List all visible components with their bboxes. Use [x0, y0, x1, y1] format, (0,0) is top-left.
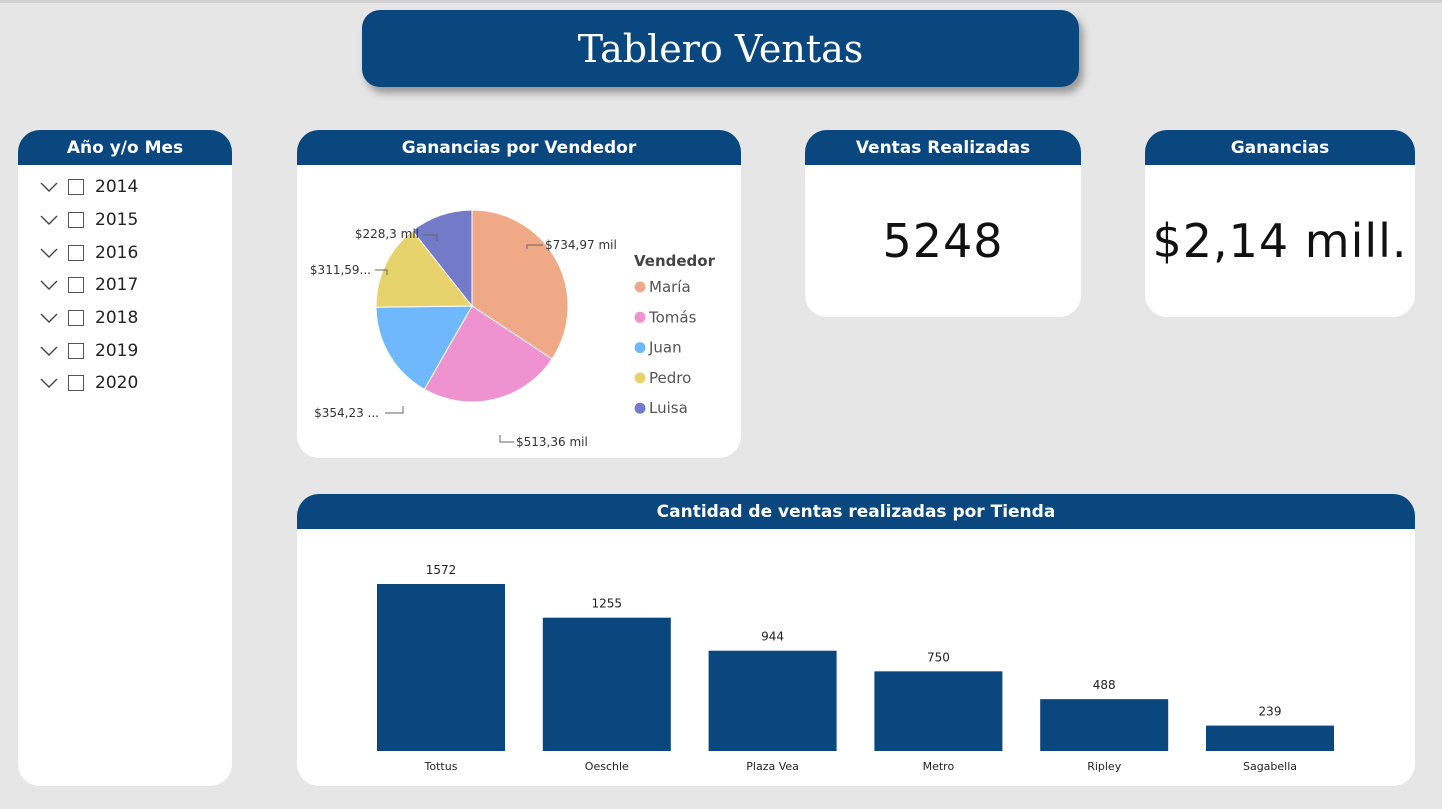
- legend-dot-maría: [634, 281, 646, 293]
- bar-category-label: Tottus: [424, 760, 458, 773]
- bar-chart-card: Cantidad de ventas realizadas por Tienda…: [297, 494, 1415, 786]
- pie-chart: $734,97 mil $513,36 mil $354,23 ... $311,59…: [310, 209, 716, 449]
- legend-item-maría[interactable]: María: [649, 278, 691, 296]
- chevron-down-icon[interactable]: [40, 311, 58, 325]
- pie-slice-tomás[interactable]: [423, 305, 553, 403]
- legend-dot-luisa: [634, 402, 646, 414]
- year-month-slicer: Año y/o Mes 2014 2015 2016 2017 2018 2019 2020: [18, 130, 232, 786]
- bar-value-label: 239: [1259, 705, 1282, 719]
- bar-chart: 1572 Tottus 1255 Oeschle 944 Plaza Vea 750 Metr…: [377, 563, 1334, 773]
- slicer-header: Año y/o Mes: [18, 130, 232, 165]
- chevron-down-icon[interactable]: [40, 344, 58, 358]
- pie-leader-line: [499, 435, 514, 443]
- kpi-sales-value: 5248: [882, 214, 1004, 268]
- bar-chart-header: Cantidad de ventas realizadas por Tienda: [297, 494, 1415, 529]
- slicer-item-label: 2014: [95, 177, 139, 198]
- pie-card: Ganancias por Vendedor $734,97 mil $513,3…: [297, 130, 741, 458]
- slicer-item-label: 2018: [95, 308, 139, 329]
- checkbox[interactable]: [68, 244, 84, 261]
- kpi-sales-card: Ventas Realizadas 5248: [805, 130, 1081, 317]
- bar-category-label: Metro: [923, 760, 955, 773]
- bar-plaza-vea[interactable]: [708, 650, 837, 751]
- legend-item-juan[interactable]: Juan: [648, 339, 682, 357]
- legend-dot-juan: [634, 342, 646, 354]
- pie-data-label: $311,59...: [310, 263, 371, 277]
- slicer-item-2017[interactable]: 2017: [18, 269, 232, 302]
- bar-category-label: Ripley: [1087, 760, 1122, 773]
- legend-dot-tomás: [634, 311, 646, 323]
- slicer-item-label: 2017: [95, 275, 139, 296]
- legend-item-tomás[interactable]: Tomás: [648, 308, 697, 326]
- bar-category-label: Oeschle: [585, 760, 629, 773]
- slicer-item-2018[interactable]: 2018: [18, 302, 232, 335]
- bar-value-label: 750: [927, 650, 950, 664]
- checkbox[interactable]: [68, 310, 84, 327]
- slicer-list: 2014 2015 2016 2017 2018 2019 2020: [18, 165, 232, 400]
- bar-value-label: 488: [1093, 678, 1116, 692]
- pie-leader-line: [423, 234, 438, 241]
- checkbox[interactable]: [68, 179, 84, 196]
- pie-leader-line: [375, 269, 388, 275]
- checkbox[interactable]: [68, 375, 84, 392]
- pie-data-label: $513,36 mil: [516, 435, 588, 449]
- legend-title: Vendedor: [634, 252, 716, 270]
- checkbox[interactable]: [68, 277, 84, 294]
- chevron-down-icon[interactable]: [40, 246, 58, 260]
- bar-value-label: 1572: [426, 563, 457, 577]
- pie-slice-pedro[interactable]: [375, 230, 474, 308]
- slicer-item-label: 2016: [95, 242, 139, 263]
- legend-item-pedro[interactable]: Pedro: [649, 369, 691, 387]
- bar-value-label: 1255: [592, 597, 623, 611]
- slicer-item-2015[interactable]: 2015: [18, 204, 232, 237]
- legend-dot-pedro: [634, 372, 646, 384]
- bar-category-label: Plaza Vea: [746, 760, 799, 773]
- bar-value-label: 944: [761, 630, 784, 644]
- chevron-down-icon[interactable]: [40, 180, 58, 194]
- bar-sagabella[interactable]: [1206, 725, 1334, 751]
- slicer-item-2014[interactable]: 2014: [18, 171, 232, 204]
- checkbox[interactable]: [68, 342, 84, 359]
- slicer-item-2016[interactable]: 2016: [18, 236, 232, 269]
- pie-data-label: $734,97 mil: [545, 238, 617, 252]
- pie-header: Ganancias por Vendedor: [297, 130, 741, 165]
- bar-metro[interactable]: [874, 671, 1003, 751]
- chevron-down-icon[interactable]: [40, 278, 58, 292]
- slicer-item-label: 2015: [95, 210, 139, 231]
- top-divider: [0, 0, 1442, 3]
- bar-oeschle[interactable]: [542, 617, 671, 751]
- checkbox[interactable]: [68, 212, 84, 229]
- chevron-down-icon[interactable]: [40, 213, 58, 227]
- pie-data-label: $228,3 mil: [355, 227, 419, 241]
- slicer-item-2020[interactable]: 2020: [18, 367, 232, 400]
- bar-ripley[interactable]: [1040, 699, 1169, 751]
- bar-category-label: Sagabella: [1243, 760, 1297, 773]
- kpi-profit-header: Ganancias: [1145, 130, 1415, 165]
- slicer-item-label: 2020: [95, 373, 139, 394]
- pie-leader-line: [526, 244, 543, 249]
- pie-slice-luisa[interactable]: [411, 209, 473, 308]
- kpi-profit-card: Ganancias $2,14 mill.: [1145, 130, 1415, 317]
- pie-slice-juan[interactable]: [375, 305, 473, 391]
- legend-item-luisa[interactable]: Luisa: [649, 399, 688, 417]
- pie-data-label: $354,23 ...: [314, 406, 379, 420]
- kpi-sales-header: Ventas Realizadas: [805, 130, 1081, 165]
- slicer-item-2019[interactable]: 2019: [18, 334, 232, 367]
- pie-leader-line: [385, 406, 404, 414]
- chevron-down-icon[interactable]: [40, 376, 58, 390]
- dashboard-title: Tablero Ventas: [362, 10, 1079, 87]
- slicer-item-label: 2019: [95, 340, 139, 361]
- kpi-profit-value: $2,14 mill.: [1152, 214, 1408, 268]
- bar-tottus[interactable]: [377, 584, 505, 751]
